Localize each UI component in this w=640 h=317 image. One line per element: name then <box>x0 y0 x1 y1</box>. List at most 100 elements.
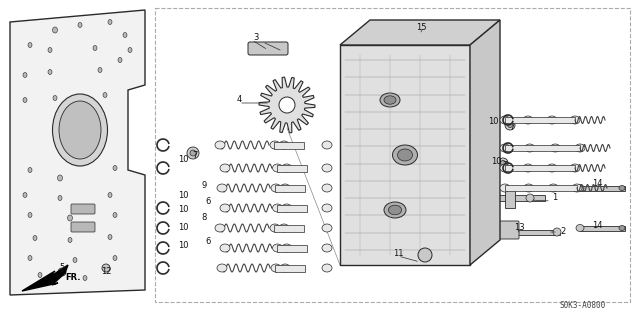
Polygon shape <box>10 10 145 295</box>
Text: 12: 12 <box>100 267 111 275</box>
Text: 11: 11 <box>393 249 403 258</box>
Ellipse shape <box>572 184 582 192</box>
Text: 10: 10 <box>491 158 501 166</box>
Text: 10: 10 <box>178 242 188 250</box>
FancyBboxPatch shape <box>499 221 519 239</box>
Ellipse shape <box>322 141 332 149</box>
Bar <box>505 188 515 208</box>
Circle shape <box>418 248 432 262</box>
Text: 14: 14 <box>592 221 602 230</box>
Ellipse shape <box>113 165 117 171</box>
Ellipse shape <box>282 244 292 252</box>
Ellipse shape <box>48 48 52 53</box>
Ellipse shape <box>525 144 535 152</box>
Ellipse shape <box>322 164 332 172</box>
Ellipse shape <box>68 237 72 243</box>
Ellipse shape <box>108 20 112 24</box>
Text: 4: 4 <box>236 95 242 105</box>
Ellipse shape <box>220 204 230 212</box>
Ellipse shape <box>279 141 289 149</box>
Circle shape <box>190 150 196 156</box>
Text: 10: 10 <box>488 118 499 126</box>
Bar <box>274 224 304 231</box>
Ellipse shape <box>523 164 533 172</box>
Ellipse shape <box>271 184 281 192</box>
Ellipse shape <box>78 23 82 28</box>
Ellipse shape <box>113 212 117 217</box>
Ellipse shape <box>33 236 37 241</box>
Ellipse shape <box>384 202 406 218</box>
Ellipse shape <box>500 184 510 192</box>
Ellipse shape <box>73 257 77 262</box>
Ellipse shape <box>108 192 112 197</box>
Ellipse shape <box>270 141 280 149</box>
Ellipse shape <box>52 94 108 166</box>
Text: 7: 7 <box>502 160 508 170</box>
Ellipse shape <box>58 175 63 181</box>
FancyBboxPatch shape <box>248 42 288 55</box>
Ellipse shape <box>28 42 32 48</box>
Ellipse shape <box>500 164 510 172</box>
Ellipse shape <box>322 184 332 192</box>
Ellipse shape <box>282 164 292 172</box>
Ellipse shape <box>273 204 282 212</box>
Bar <box>505 230 560 235</box>
Ellipse shape <box>524 184 534 192</box>
Ellipse shape <box>388 205 402 215</box>
Ellipse shape <box>279 224 289 232</box>
Circle shape <box>505 120 515 130</box>
Circle shape <box>498 158 508 168</box>
Ellipse shape <box>28 167 32 172</box>
Text: 13: 13 <box>514 223 524 232</box>
Ellipse shape <box>397 149 413 161</box>
Ellipse shape <box>273 164 282 172</box>
Ellipse shape <box>215 224 225 232</box>
Ellipse shape <box>547 116 557 124</box>
Bar <box>276 204 307 211</box>
Ellipse shape <box>570 116 580 124</box>
Ellipse shape <box>28 212 32 217</box>
Ellipse shape <box>217 264 227 272</box>
Text: 6: 6 <box>205 197 211 205</box>
Bar <box>155 8 630 302</box>
Text: 2: 2 <box>561 227 566 236</box>
Bar <box>505 165 575 171</box>
Ellipse shape <box>500 116 510 124</box>
Ellipse shape <box>128 48 132 53</box>
Text: 1: 1 <box>552 193 557 203</box>
Ellipse shape <box>58 196 62 200</box>
Ellipse shape <box>619 225 625 230</box>
Circle shape <box>500 160 506 165</box>
Ellipse shape <box>86 208 94 212</box>
Ellipse shape <box>322 224 332 232</box>
Ellipse shape <box>322 244 332 252</box>
Circle shape <box>508 122 513 127</box>
Text: 10: 10 <box>178 191 188 200</box>
Text: 9: 9 <box>202 180 207 190</box>
Circle shape <box>418 26 426 34</box>
Text: 5: 5 <box>60 263 65 273</box>
Ellipse shape <box>52 27 58 33</box>
Bar <box>275 184 305 191</box>
Ellipse shape <box>273 244 282 252</box>
Ellipse shape <box>103 93 107 98</box>
Ellipse shape <box>108 235 112 240</box>
Bar <box>276 165 307 171</box>
Bar <box>274 141 304 148</box>
Ellipse shape <box>384 96 396 104</box>
Text: 10: 10 <box>178 205 188 215</box>
Ellipse shape <box>59 101 101 159</box>
Ellipse shape <box>28 256 32 261</box>
Ellipse shape <box>53 95 57 100</box>
Circle shape <box>102 264 110 272</box>
Ellipse shape <box>220 164 230 172</box>
Circle shape <box>187 147 199 159</box>
Ellipse shape <box>23 98 27 102</box>
Ellipse shape <box>217 184 227 192</box>
Circle shape <box>58 268 66 276</box>
Polygon shape <box>340 20 500 45</box>
Ellipse shape <box>271 264 281 272</box>
Ellipse shape <box>93 46 97 50</box>
Ellipse shape <box>576 224 584 231</box>
Circle shape <box>526 194 534 202</box>
